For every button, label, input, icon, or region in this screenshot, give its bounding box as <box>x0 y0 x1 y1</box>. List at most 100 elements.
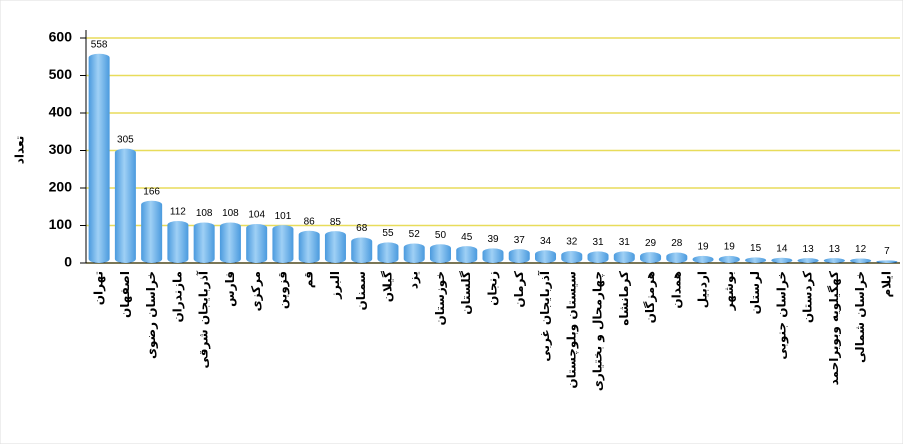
bar <box>246 224 268 263</box>
bar <box>351 237 373 263</box>
bar <box>429 244 451 263</box>
x-tick-label: مرکزی <box>249 271 263 311</box>
x-tick-label: خراسان جنوبی <box>774 271 789 360</box>
x-tick-label: یزد <box>407 271 421 289</box>
bar <box>876 260 898 263</box>
x-tick-label: تهران <box>92 271 106 305</box>
bar <box>114 148 136 263</box>
bar <box>403 243 425 263</box>
value-label: 19 <box>724 242 736 253</box>
value-label: 50 <box>435 230 447 241</box>
value-label: 13 <box>829 244 841 255</box>
value-label: 39 <box>487 234 499 245</box>
value-label: 108 <box>222 208 239 219</box>
bar <box>692 255 714 263</box>
value-label: 15 <box>750 243 762 254</box>
x-tick-label: اردبیل <box>696 271 710 308</box>
value-label: 101 <box>275 211 292 222</box>
bar <box>561 251 583 263</box>
bar <box>141 200 163 263</box>
x-tick-label: گیلان <box>380 271 394 302</box>
x-tick-label: فارس <box>223 271 237 307</box>
value-label: 28 <box>671 238 683 249</box>
value-label: 52 <box>409 229 421 240</box>
x-tick-label: قم <box>302 271 316 288</box>
value-label: 32 <box>566 237 578 248</box>
y-tick-label: 400 <box>49 104 73 120</box>
y-tick-label: 0 <box>64 254 72 270</box>
value-label: 45 <box>461 232 473 243</box>
bar <box>535 250 557 263</box>
x-tick-label: گلستان <box>459 271 473 315</box>
bar <box>193 222 215 263</box>
value-label: 112 <box>170 207 186 218</box>
x-tick-label: آذربایجان غربی <box>537 270 552 361</box>
bar <box>797 258 819 263</box>
value-label: 7 <box>884 246 890 257</box>
x-tick-label: آذربایجان شرقی <box>196 270 211 368</box>
value-label: 37 <box>514 235 526 246</box>
x-tick-label: لرستان <box>748 271 762 314</box>
value-label: 34 <box>540 236 552 247</box>
value-label: 85 <box>330 217 342 228</box>
bar <box>771 257 793 263</box>
x-tick-label: کهگیلویه وبویراحمد <box>827 271 842 385</box>
bar <box>718 255 740 263</box>
x-tick-label: اصفهان <box>118 271 132 318</box>
x-tick-label: خوزستان <box>433 271 448 326</box>
x-tick-label: ایلام <box>879 271 894 298</box>
bar <box>377 242 399 263</box>
bar <box>167 221 189 263</box>
value-label: 166 <box>143 186 160 197</box>
value-label: 12 <box>855 244 867 255</box>
value-label: 31 <box>592 237 604 248</box>
x-tick-label: زنجان <box>486 271 500 306</box>
x-tick-label: بوشهر <box>722 271 737 311</box>
value-label: 13 <box>803 244 815 255</box>
value-label: 31 <box>619 237 631 248</box>
bar <box>298 230 320 263</box>
bar <box>823 258 845 263</box>
bar <box>745 257 767 263</box>
bar <box>272 225 294 263</box>
x-tick-label: کردستان <box>801 271 815 323</box>
y-tick-label: 100 <box>49 216 73 232</box>
bar <box>456 246 478 263</box>
y-tick-label: 500 <box>49 66 73 82</box>
bar <box>482 248 504 263</box>
bar <box>640 252 662 263</box>
y-tick-label: 200 <box>49 179 73 195</box>
y-tick-label: 300 <box>49 141 73 157</box>
bar <box>219 222 241 263</box>
value-label: 104 <box>248 210 265 221</box>
x-tick-label: قزوین <box>275 271 290 309</box>
x-tick-label: همدان <box>669 271 683 309</box>
x-tick-label: مازندران <box>170 271 184 323</box>
value-label: 19 <box>698 242 710 253</box>
bar <box>587 251 609 263</box>
x-tick-label: خراسان شمالی <box>853 271 867 363</box>
value-label: 68 <box>356 223 368 234</box>
value-label: 108 <box>196 208 213 219</box>
value-label: 558 <box>91 39 108 50</box>
x-tick-label: سمنان <box>354 271 368 311</box>
y-axis-label: تعداد <box>13 136 27 164</box>
y-tick-label: 600 <box>49 29 73 45</box>
bar <box>850 258 872 263</box>
x-tick-label: خراسان رضوی <box>144 271 159 359</box>
x-tick-label: چهارمحال و بختیاری <box>591 271 606 391</box>
x-tick-label: سیستان وبلوچستان <box>564 271 579 389</box>
bar <box>88 53 110 263</box>
x-tick-label: کرمان <box>512 271 526 308</box>
bar <box>324 231 346 263</box>
x-tick-label: البرز <box>328 271 342 300</box>
value-label: 29 <box>645 238 657 249</box>
bar <box>508 249 530 263</box>
x-tick-label: کرمانشاه <box>617 271 631 326</box>
value-label: 14 <box>776 243 788 254</box>
bar <box>613 251 635 263</box>
bar <box>666 252 688 263</box>
x-tick-label: هرمزگان <box>643 271 657 323</box>
value-label: 86 <box>304 216 316 227</box>
